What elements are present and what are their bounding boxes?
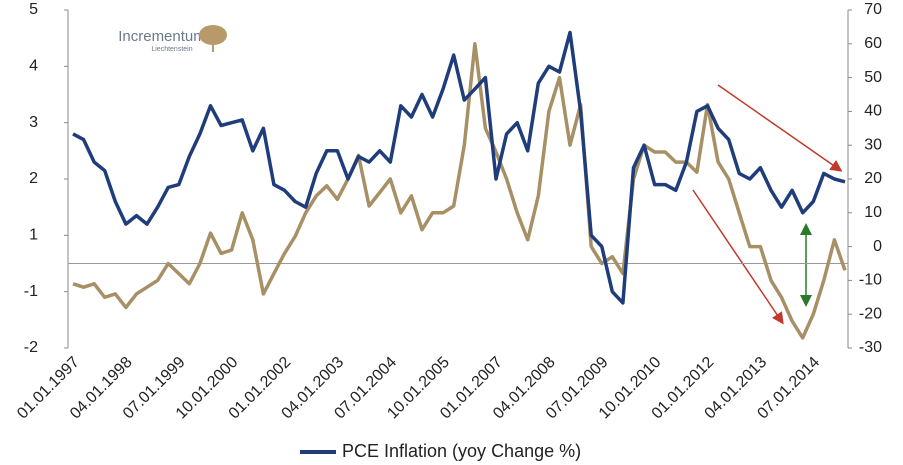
- logo-tree: [199, 25, 227, 45]
- logo-text: Incrementum: [118, 28, 206, 45]
- legend-label: PCE Inflation (yoy Change %): [342, 441, 581, 461]
- y2-tick-label: 20: [864, 170, 882, 187]
- y-tick-label: -1: [24, 283, 38, 300]
- y-tick-label: 2: [29, 170, 38, 187]
- y-tick-label: 5: [29, 1, 38, 18]
- y2-tick-label: 50: [864, 69, 882, 86]
- y-tick-label: -2: [24, 339, 38, 356]
- logo-subtext: Liechtenstein: [151, 46, 192, 53]
- y2-tick-label: -20: [859, 305, 882, 322]
- y2-tick-label: 30: [864, 136, 882, 153]
- y-tick-label: 1: [29, 227, 38, 244]
- y2-tick-label: 60: [864, 35, 882, 52]
- y2-tick-label: -10: [859, 272, 882, 289]
- y2-tick-label: 70: [864, 1, 882, 18]
- y2-tick-label: 40: [864, 103, 882, 120]
- series-line: [72, 30, 846, 305]
- y-tick-label: 4: [29, 58, 38, 75]
- annotation-arrow: [692, 189, 784, 325]
- y2-tick-label: 10: [864, 204, 882, 221]
- y-tick-label: 3: [29, 114, 38, 131]
- series-line: [72, 42, 847, 340]
- annotation-arrow: [717, 84, 843, 172]
- y2-tick-label: -30: [859, 339, 882, 356]
- y2-tick-label: 0: [873, 238, 882, 255]
